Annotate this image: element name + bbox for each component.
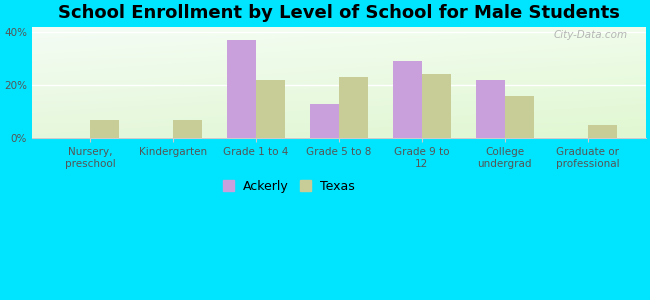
Bar (90, 119, 119, 138)
Bar (588, 125, 617, 138)
Bar (422, 74, 451, 138)
Bar (173, 119, 202, 138)
Bar (476, 80, 505, 138)
Legend: Ackerly, Texas: Ackerly, Texas (221, 176, 359, 196)
Bar (339, 77, 368, 138)
Title: School Enrollment by Level of School for Male Students: School Enrollment by Level of School for… (58, 4, 620, 22)
Bar (310, 103, 339, 138)
Bar (256, 80, 285, 138)
Bar (227, 40, 256, 138)
Bar (505, 96, 534, 138)
Text: City-Data.com: City-Data.com (553, 30, 627, 40)
Bar (393, 61, 422, 138)
